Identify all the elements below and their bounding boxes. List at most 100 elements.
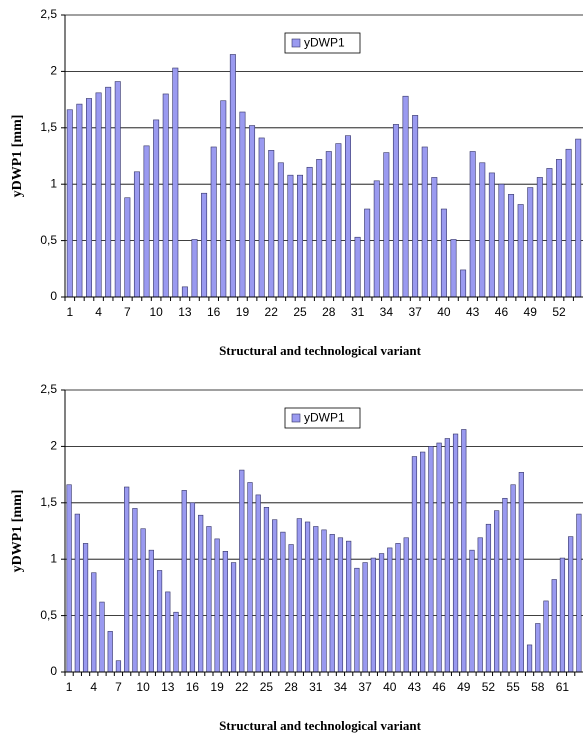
- bar: [173, 611, 179, 673]
- x-tick-label: 40: [383, 680, 397, 694]
- bar: [95, 92, 102, 298]
- bar: [469, 151, 476, 298]
- y-tick-label: 0: [50, 289, 57, 303]
- bar: [510, 484, 516, 673]
- x-tick-label: 19: [210, 680, 224, 694]
- bar: [247, 482, 253, 673]
- bar: [428, 446, 434, 673]
- x-tick-label: 43: [408, 680, 422, 694]
- bar: [107, 631, 113, 673]
- bar: [258, 137, 265, 298]
- bar: [498, 183, 505, 298]
- bar: [153, 119, 160, 298]
- bar: [565, 148, 572, 298]
- bar: [354, 567, 360, 673]
- bar: [239, 469, 245, 673]
- bar: [403, 537, 409, 673]
- bar: [444, 438, 450, 673]
- y-tick-label: 1: [50, 176, 57, 190]
- bar: [543, 600, 549, 673]
- x-tick-label: 4: [95, 305, 102, 319]
- bar: [306, 166, 313, 298]
- bar: [517, 204, 524, 298]
- bar: [239, 111, 246, 298]
- bar: [378, 553, 385, 673]
- bar: [124, 486, 130, 673]
- bar: [297, 174, 304, 298]
- x-tick-label: 46: [495, 305, 509, 319]
- bar: [412, 115, 419, 298]
- bar: [181, 286, 188, 298]
- bar: [66, 109, 73, 298]
- x-tick-label: 25: [293, 305, 307, 319]
- x-tick-label: 34: [380, 305, 394, 319]
- x-tick-label: 10: [136, 680, 150, 694]
- x-tick-label: 31: [351, 305, 365, 319]
- bar: [210, 146, 217, 298]
- bar: [421, 146, 428, 298]
- bar: [91, 572, 97, 673]
- bar: [420, 451, 426, 673]
- x-tick-label: 37: [408, 305, 422, 319]
- legend-swatch: [291, 413, 301, 423]
- bar: [460, 269, 467, 298]
- bar: [321, 529, 327, 673]
- bar: [191, 239, 198, 298]
- x-tick-label: 1: [66, 680, 73, 694]
- x-tick-label: 19: [236, 305, 250, 319]
- bar: [133, 171, 140, 298]
- bar: [82, 543, 89, 673]
- bar: [85, 98, 92, 298]
- bar: [551, 579, 557, 673]
- bar: [296, 518, 302, 673]
- bar: [373, 180, 380, 298]
- bar: [452, 433, 459, 673]
- bar: [222, 551, 228, 673]
- x-tick-label: 40: [437, 305, 451, 319]
- x-tick-label: 16: [186, 680, 200, 694]
- legend-label: yDWP1: [304, 411, 345, 425]
- bar: [364, 208, 371, 298]
- x-tick-label: 31: [309, 680, 323, 694]
- bar: [477, 537, 483, 673]
- x-tick-label: 7: [124, 305, 131, 319]
- bar: [201, 192, 208, 298]
- bar: [440, 208, 447, 298]
- y-tick-label: 2: [50, 439, 57, 453]
- y-tick-label: 0,5: [40, 608, 57, 622]
- bar: [556, 159, 563, 298]
- bar: [255, 494, 261, 673]
- x-tick-label: 46: [432, 680, 446, 694]
- x-tick-label: 52: [482, 680, 496, 694]
- bar: [287, 174, 294, 298]
- bar: [431, 177, 438, 298]
- bar: [325, 151, 332, 298]
- y-axis-label: yDWP1 [mm]: [10, 490, 25, 573]
- x-tick-label: 49: [524, 305, 538, 319]
- bar: [535, 623, 541, 673]
- bar: [229, 54, 236, 298]
- legend-label: yDWP1: [304, 36, 345, 50]
- bar: [502, 497, 508, 673]
- bar: [165, 591, 171, 673]
- x-tick-label: 25: [260, 680, 274, 694]
- bar: [337, 537, 344, 673]
- bar: [105, 86, 112, 298]
- bar: [198, 514, 204, 673]
- x-tick-label: 22: [265, 305, 279, 319]
- y-tick-label: 1,5: [40, 495, 57, 509]
- bar: [354, 236, 361, 298]
- x-tick-label: 13: [178, 305, 192, 319]
- bar: [335, 143, 342, 298]
- bar: [362, 562, 368, 673]
- bar: [140, 528, 146, 673]
- bar: [436, 442, 442, 673]
- bar: [402, 95, 409, 298]
- x-tick-label: 28: [284, 680, 298, 694]
- bar: [214, 538, 220, 673]
- y-tick-label: 0,5: [40, 233, 57, 247]
- legend-box: [284, 32, 361, 54]
- bar: [488, 172, 495, 298]
- bar: [268, 150, 275, 298]
